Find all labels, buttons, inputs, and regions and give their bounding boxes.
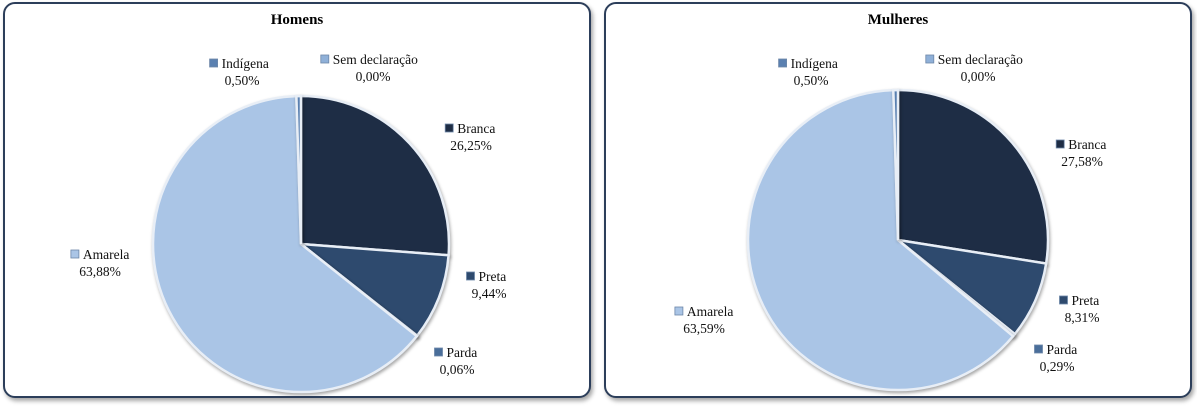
data-label-preta: Preta 8,31% xyxy=(1059,293,1100,325)
data-label-branca: Branca 26,25% xyxy=(444,121,495,153)
data-label-sem-declaracao: Sem declaração 0,00% xyxy=(320,52,418,84)
legend-key-icon xyxy=(674,306,684,316)
pie-slice-indigena xyxy=(295,94,303,245)
chart-title: Mulheres xyxy=(867,12,929,28)
pie-slice-indigena xyxy=(892,88,900,241)
slice-name-label: Preta xyxy=(479,269,507,284)
slice-value-label: 0,06% xyxy=(440,362,475,377)
slice-value-label: 0,00% xyxy=(961,69,996,84)
slice-name-label: Parda xyxy=(447,345,478,360)
slice-name-label: Sem declaração xyxy=(938,52,1023,67)
data-label-indigena: Indígena 0,50% xyxy=(778,56,838,88)
slice-value-label: 9,44% xyxy=(472,286,507,301)
slice-name-label: Preta xyxy=(1072,293,1100,308)
legend-key-icon xyxy=(778,58,788,68)
pie-slice-branca xyxy=(299,94,451,257)
pie-slice-branca xyxy=(896,88,1050,265)
legend-key-icon xyxy=(1034,344,1043,354)
data-label-parda: Parda 0,29% xyxy=(1034,342,1078,374)
legend-key-icon xyxy=(1059,295,1068,305)
slice-name-label: Indígena xyxy=(791,56,838,71)
data-label-parda: Parda 0,06% xyxy=(434,345,478,377)
data-label-branca: Branca 27,58% xyxy=(1055,137,1106,169)
chart-panel-homens: Homens Branca 26,25% Preta 9,44% Parda 0,06% A… xyxy=(3,2,591,398)
slice-value-label: 8,31% xyxy=(1065,310,1100,325)
legend-key-icon xyxy=(434,347,443,357)
pie-slice-preta xyxy=(297,242,450,338)
legend-key-icon xyxy=(320,54,330,64)
data-label-sem-declaracao: Sem declaração 0,00% xyxy=(925,52,1023,84)
legend-key-icon xyxy=(70,249,80,259)
slice-value-label: 27,58% xyxy=(1061,154,1103,169)
legend-key-icon xyxy=(466,271,475,281)
legend-key-icon xyxy=(444,123,454,133)
slice-name-label: Branca xyxy=(457,121,495,136)
slice-value-label: 0,29% xyxy=(1040,359,1075,374)
legend-key-icon xyxy=(1055,139,1065,149)
slice-name-label: Indígena xyxy=(222,56,269,71)
data-label-indigena: Indígena 0,50% xyxy=(209,56,269,88)
pie-slice-amarela xyxy=(746,88,1015,392)
pie-chart-homens: Branca 26,25% Preta 9,44% Parda 0,06% Amarela 6… xyxy=(70,52,507,394)
slice-name-label: Branca xyxy=(1068,137,1106,152)
chart-panel-mulheres: Mulheres Branca 27,58% Preta 8,31% Parda 0,29… xyxy=(604,2,1192,398)
legend-key-icon xyxy=(925,54,935,64)
data-label-amarela: Amarela 63,88% xyxy=(70,247,129,279)
slice-name-label: Parda xyxy=(1047,342,1078,357)
chart-title: Homens xyxy=(270,12,324,28)
slice-value-label: 63,59% xyxy=(683,321,725,336)
legend-key-icon xyxy=(209,58,219,68)
slice-name-label: Sem declaração xyxy=(333,52,418,67)
slice-value-label: 0,50% xyxy=(225,73,260,88)
slice-value-label: 26,25% xyxy=(450,138,492,153)
slice-name-label: Amarela xyxy=(83,247,129,262)
slice-value-label: 63,88% xyxy=(79,264,121,279)
data-label-preta: Preta 9,44% xyxy=(466,269,507,301)
slice-value-label: 0,00% xyxy=(356,69,391,84)
slice-name-label: Amarela xyxy=(687,304,733,319)
pie-slice-amarela xyxy=(151,94,419,394)
slice-value-label: 0,50% xyxy=(794,73,829,88)
pie-chart-mulheres: Branca 27,58% Preta 8,31% Parda 0,29% Amarela 6… xyxy=(674,52,1106,392)
data-label-amarela: Amarela 63,59% xyxy=(674,304,733,336)
